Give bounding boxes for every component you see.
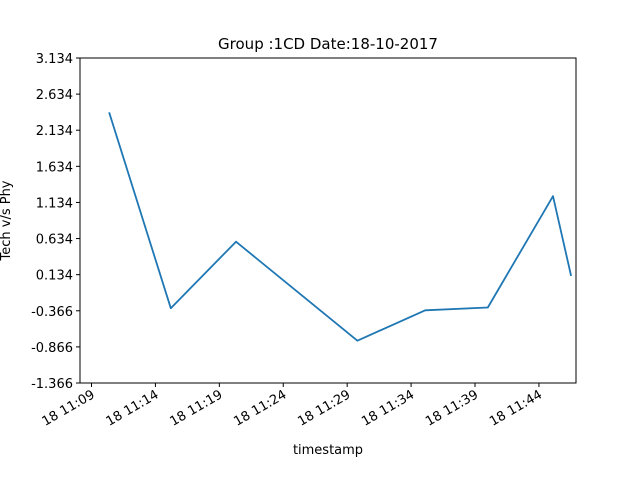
x-axis: 18 11:09 18 11:14 18 11:19 18 11:24 18 11:29… (40, 383, 545, 430)
x-tick-label: 18 11:34 (359, 387, 417, 429)
y-tick-label: 1.134 (36, 196, 73, 211)
y-tick-label: 2.634 (36, 88, 73, 103)
y-tick-label: -1.366 (31, 377, 73, 392)
x-axis-label: timestamp (293, 443, 363, 458)
x-tick-label: 18 11:29 (295, 387, 353, 429)
y-tick-label: 0.634 (36, 233, 73, 248)
y-tick-label: -0.366 (31, 305, 73, 320)
x-tick-label: 18 11:39 (423, 387, 481, 429)
x-tick-label: 18 11:19 (167, 387, 225, 429)
data-point (487, 306, 489, 309)
x-tick-label: 18 11:14 (104, 387, 162, 429)
series-layer (108, 112, 572, 342)
y-tick-label: 0.134 (36, 269, 73, 284)
data-point (108, 112, 111, 114)
plot-area (79, 57, 577, 384)
y-tick-label: 1.634 (36, 160, 73, 175)
y-tick-label: -0.866 (31, 341, 73, 356)
chart-title: Group :1CD Date:18-10-2017 (218, 35, 438, 53)
data-point (356, 339, 359, 342)
x-tick-label: 18 11:09 (40, 387, 98, 429)
y-axis-label: Tech v/s Phy (0, 180, 14, 261)
data-point (424, 309, 427, 312)
data-point (235, 240, 237, 243)
data-point (552, 195, 554, 197)
y-tick-label: 3.134 (36, 52, 73, 67)
x-tick-label: 18 11:24 (231, 387, 289, 429)
x-tick-label: 18 11:44 (487, 387, 545, 429)
y-tick-label: 2.134 (36, 124, 73, 139)
data-point (570, 274, 572, 276)
series-line (108, 112, 572, 342)
plot-frame (79, 57, 577, 384)
data-point (170, 307, 172, 310)
y-axis: 3.134 2.634 2.134 1.634 1.134 0.634 0.134 -0.36… (31, 52, 80, 392)
